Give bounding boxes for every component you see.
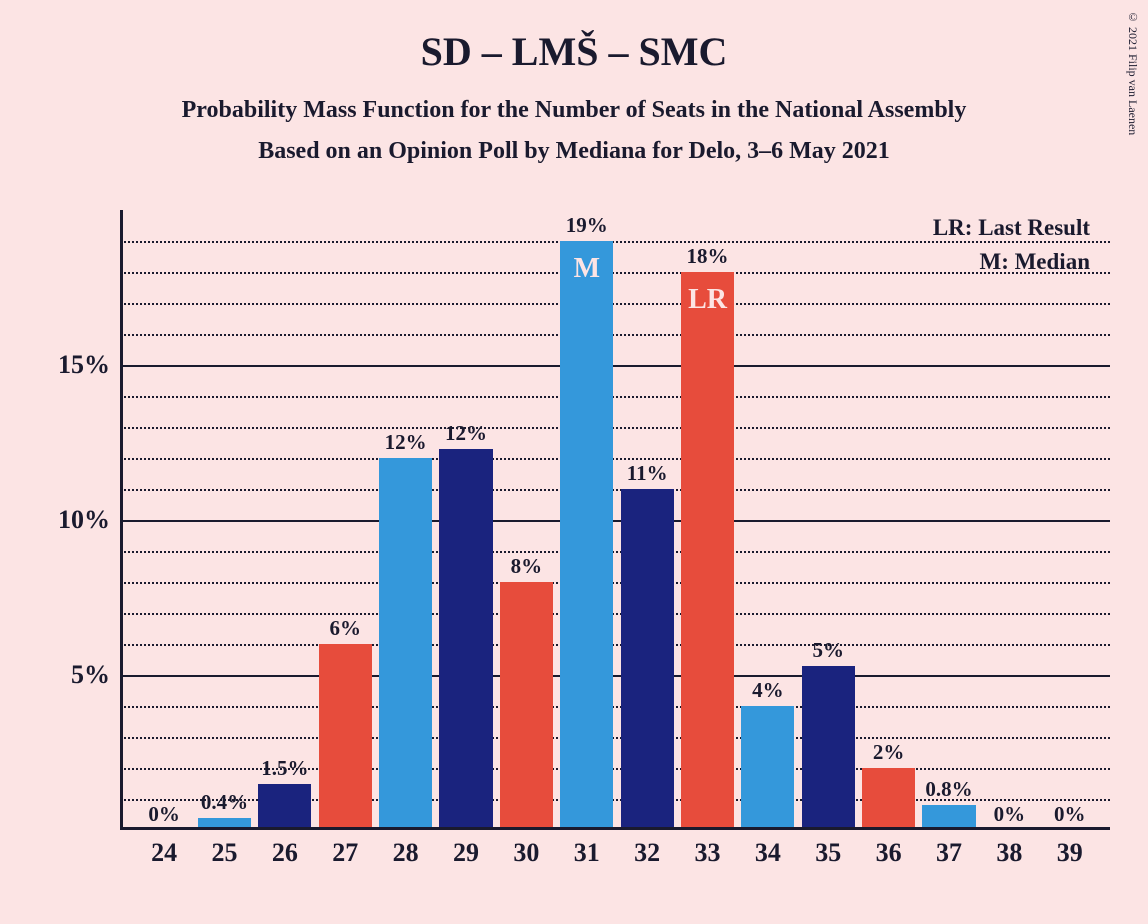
x-tick-label: 32 [615,838,680,868]
bar-value-label: 0% [983,802,1036,827]
bar-value-label: 12% [439,421,492,446]
bar-value-label: 8% [500,554,553,579]
bar: 11% [621,489,674,830]
bar-inner-label: LR [681,284,734,316]
bar-value-label: 2% [862,740,915,765]
bar-value-label: 19% [560,213,613,238]
x-tick-label: 30 [494,838,559,868]
x-tick-label: 25 [192,838,257,868]
x-tick-label: 27 [313,838,378,868]
bar: 19%M [560,241,613,830]
bar: 6% [319,644,372,830]
bar-value-label: 11% [621,461,674,486]
bar: 8% [500,582,553,830]
x-tick-label: 35 [796,838,861,868]
y-tick-label: 10% [30,505,110,535]
x-tick-label: 38 [977,838,1042,868]
bar-value-label: 5% [802,638,855,663]
bar: 1.5% [258,784,311,831]
bar-value-label: 0% [138,802,191,827]
x-tick-label: 28 [373,838,438,868]
bar: 18%LR [681,272,734,830]
bar-value-label: 12% [379,430,432,455]
bar-value-label: 0.8% [922,777,975,802]
y-tick-label: 5% [30,660,110,690]
copyright-text: © 2021 Filip van Laenen [1125,10,1140,135]
bar: 12% [439,449,492,830]
bar: 4% [741,706,794,830]
x-tick-label: 39 [1037,838,1102,868]
x-tick-label: 34 [735,838,800,868]
y-tick-label: 15% [30,350,110,380]
x-tick-label: 36 [856,838,921,868]
x-axis [120,827,1110,830]
bar: 5% [802,666,855,830]
bar-value-label: 0.4% [198,790,251,815]
chart-subtitle-1: Probability Mass Function for the Number… [0,97,1148,124]
y-axis [120,210,123,830]
x-tick-label: 33 [675,838,740,868]
x-tick-label: 37 [916,838,981,868]
x-tick-label: 24 [132,838,197,868]
bar-value-label: 18% [681,244,734,269]
x-tick-label: 31 [554,838,619,868]
bar-inner-label: M [560,253,613,285]
bars-container: 0%0.4%1.5%6%12%12%8%19%M11%18%LR4%5%2%0.… [120,210,1110,830]
chart-subtitle-2: Based on an Opinion Poll by Mediana for … [0,138,1148,165]
bar-value-label: 0% [1043,802,1096,827]
bar-value-label: 6% [319,616,372,641]
x-tick-label: 26 [252,838,317,868]
bar: 12% [379,458,432,830]
chart-area: LR: Last Result M: Median 0%0.4%1.5%6%12… [120,210,1110,830]
bar-value-label: 4% [741,678,794,703]
chart-title: SD – LMŠ – SMC [0,0,1148,75]
x-tick-label: 29 [433,838,498,868]
bar-value-label: 1.5% [258,756,311,781]
bar: 2% [862,768,915,830]
